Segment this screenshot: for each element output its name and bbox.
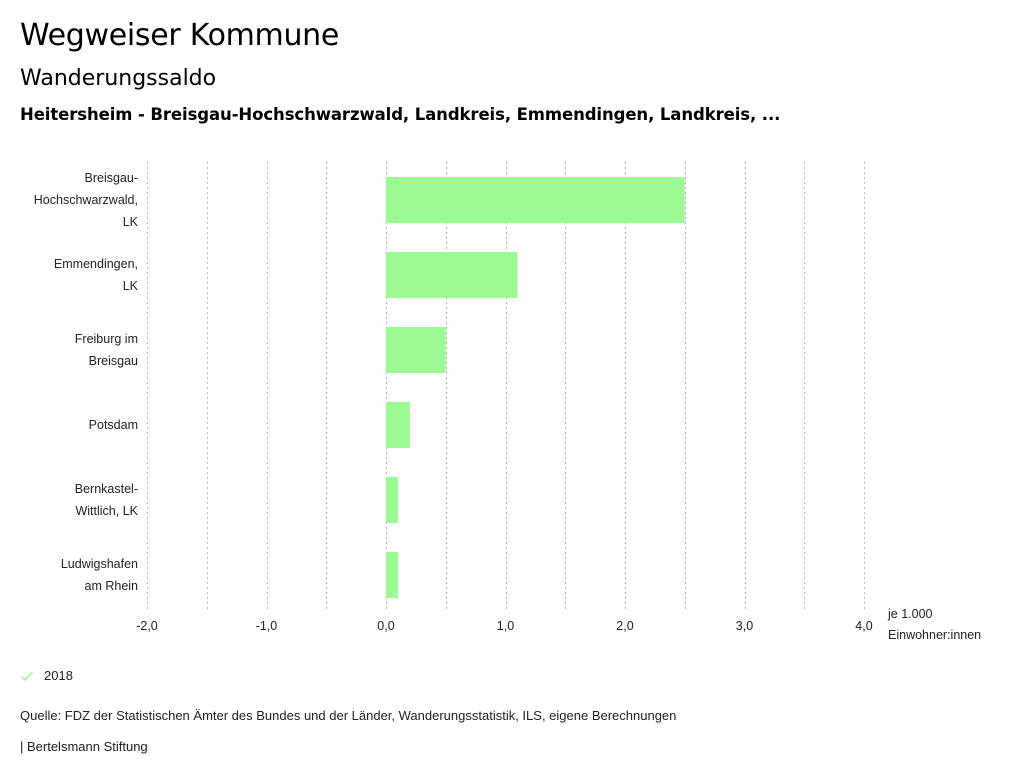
bar[interactable]: [386, 477, 398, 523]
category-label: Potsdam: [89, 418, 138, 432]
x-axis-unit-line-2: Einwohner:innen: [888, 628, 981, 642]
x-axis-unit-line-1: je 1.000: [887, 607, 933, 621]
category-label: Wittlich, LK: [75, 504, 138, 518]
category-label: LK: [123, 279, 139, 293]
category-label: Freiburg im: [75, 332, 138, 346]
category-labels: Breisgau- Hochschwarzwald, LK Emmendingen, L…: [34, 171, 139, 593]
category-label: Emmendingen,: [54, 257, 138, 271]
chart-subtitle: Wanderungssaldo: [20, 66, 217, 91]
source-note: Quelle: FDZ der Statistischen Ämter des …: [20, 708, 677, 723]
category-label: Bernkastel-: [75, 482, 138, 496]
x-tick-label: -2,0: [136, 619, 158, 633]
legend-label: 2018: [44, 668, 73, 683]
page-title: Wegweiser Kommune: [20, 18, 340, 53]
category-label: Breisgau-: [85, 171, 139, 185]
bar[interactable]: [386, 327, 446, 373]
x-tick-label: 2,0: [616, 619, 633, 633]
x-tick-label: 3,0: [736, 619, 753, 633]
bar[interactable]: [386, 402, 410, 448]
category-label: LK: [123, 215, 139, 229]
check-icon: [20, 670, 34, 681]
x-tick-label: 1,0: [497, 619, 514, 633]
x-tick-label: -1,0: [256, 619, 278, 633]
category-label: Breisgau: [89, 354, 138, 368]
bar[interactable]: [386, 252, 518, 298]
bar-chart: Breisgau- Hochschwarzwald, LK Emmendingen, L…: [34, 162, 981, 642]
x-tick-label: 0,0: [377, 619, 394, 633]
legend-item-2018[interactable]: 2018: [20, 668, 73, 683]
x-tick-label: 4,0: [855, 619, 872, 633]
chart-description: Heitersheim - Breisgau-Hochschwarzwald, …: [20, 105, 781, 124]
bars: [386, 177, 685, 598]
bar[interactable]: [386, 552, 398, 598]
category-label: Hochschwarzwald,: [34, 193, 138, 207]
category-label: Ludwigshafen: [61, 557, 138, 571]
grid-lines: [147, 162, 865, 612]
category-label: am Rhein: [85, 579, 139, 593]
bar[interactable]: [386, 177, 685, 223]
credit-note: | Bertelsmann Stiftung: [20, 739, 148, 754]
x-axis-ticks: -2,0 -1,0 0,0 1,0 2,0 3,0 4,0: [136, 619, 873, 633]
